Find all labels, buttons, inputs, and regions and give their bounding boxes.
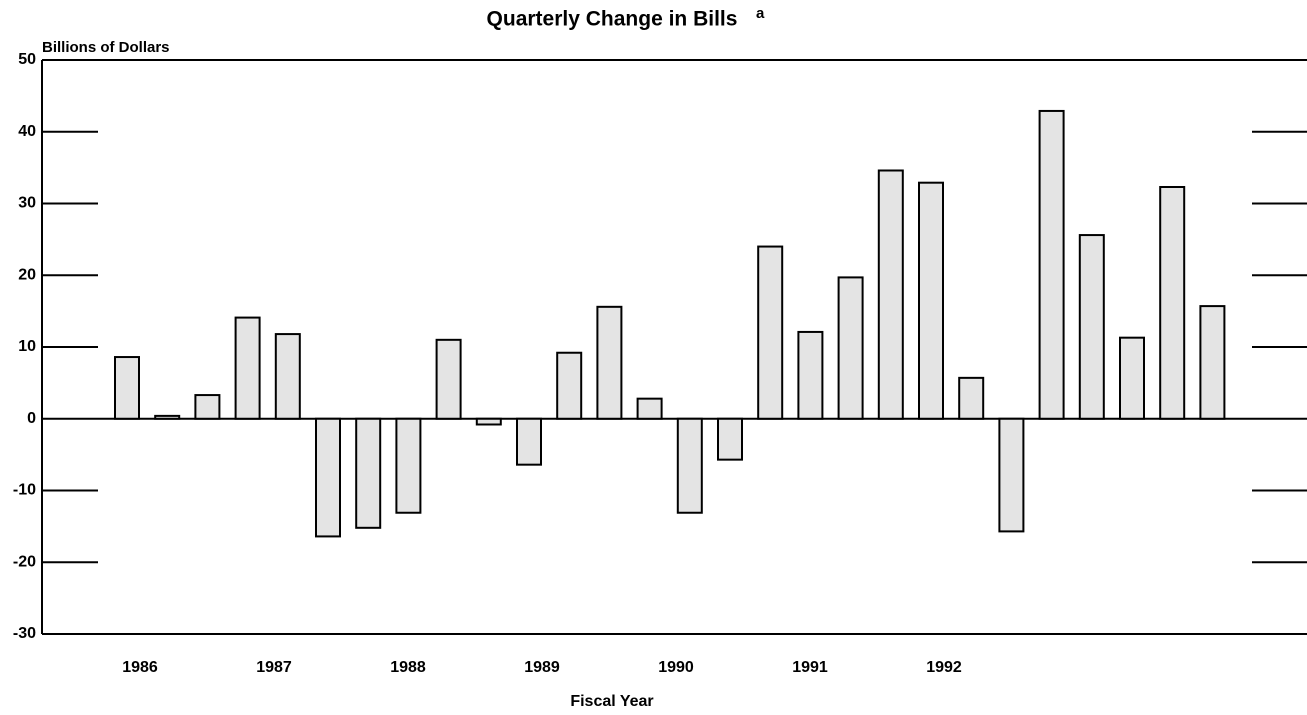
- bar: [958, 376, 985, 420]
- x-tick-label: 1992: [926, 659, 962, 676]
- bar: [1199, 305, 1226, 420]
- bar: [1159, 185, 1186, 420]
- y-tick-label: 50: [18, 51, 36, 68]
- y-tick-label: -30: [13, 625, 36, 642]
- bar: [1038, 109, 1065, 420]
- bar: [596, 305, 623, 420]
- bar: [877, 169, 904, 420]
- bar: [315, 417, 341, 538]
- bar: [797, 330, 824, 420]
- y-axis-label: Billions of Dollars: [42, 39, 170, 56]
- y-tick-label: -20: [13, 553, 36, 570]
- x-tick-label: 1991: [792, 659, 828, 676]
- bar: [194, 394, 221, 420]
- bar: [918, 181, 944, 420]
- bar: [717, 417, 743, 461]
- bar: [395, 417, 422, 514]
- y-tick-label: 10: [18, 338, 36, 355]
- bar: [516, 417, 542, 466]
- x-axis-label: Fiscal Year: [570, 693, 653, 710]
- x-tick-label: 1987: [256, 659, 292, 676]
- y-tick-label: 30: [18, 195, 36, 212]
- y-tick-label: 40: [18, 123, 36, 140]
- y-tick-label: -10: [13, 482, 36, 499]
- y-tick-label: 0: [27, 410, 36, 427]
- x-tick-label: 1990: [658, 659, 694, 676]
- x-tick-label: 1989: [524, 659, 560, 676]
- bar: [676, 417, 703, 514]
- title-note: a: [756, 5, 765, 22]
- bar: [355, 417, 382, 529]
- bar: [274, 333, 301, 420]
- y-tick-label: 20: [18, 266, 36, 283]
- bar: [1119, 336, 1145, 420]
- bar: [234, 316, 261, 420]
- x-tick-label: 1986: [122, 659, 158, 676]
- bar: [998, 417, 1025, 533]
- bar: [154, 414, 181, 420]
- bar: [556, 351, 583, 420]
- bar: [475, 417, 502, 426]
- bar: [757, 245, 784, 420]
- bar: [636, 397, 663, 420]
- bar: [114, 356, 140, 420]
- bar: [1078, 234, 1105, 420]
- chart-title: Quarterly Change in Bills: [487, 8, 738, 31]
- bar: [435, 338, 462, 420]
- bar: [837, 276, 864, 420]
- x-tick-label: 1988: [390, 659, 426, 676]
